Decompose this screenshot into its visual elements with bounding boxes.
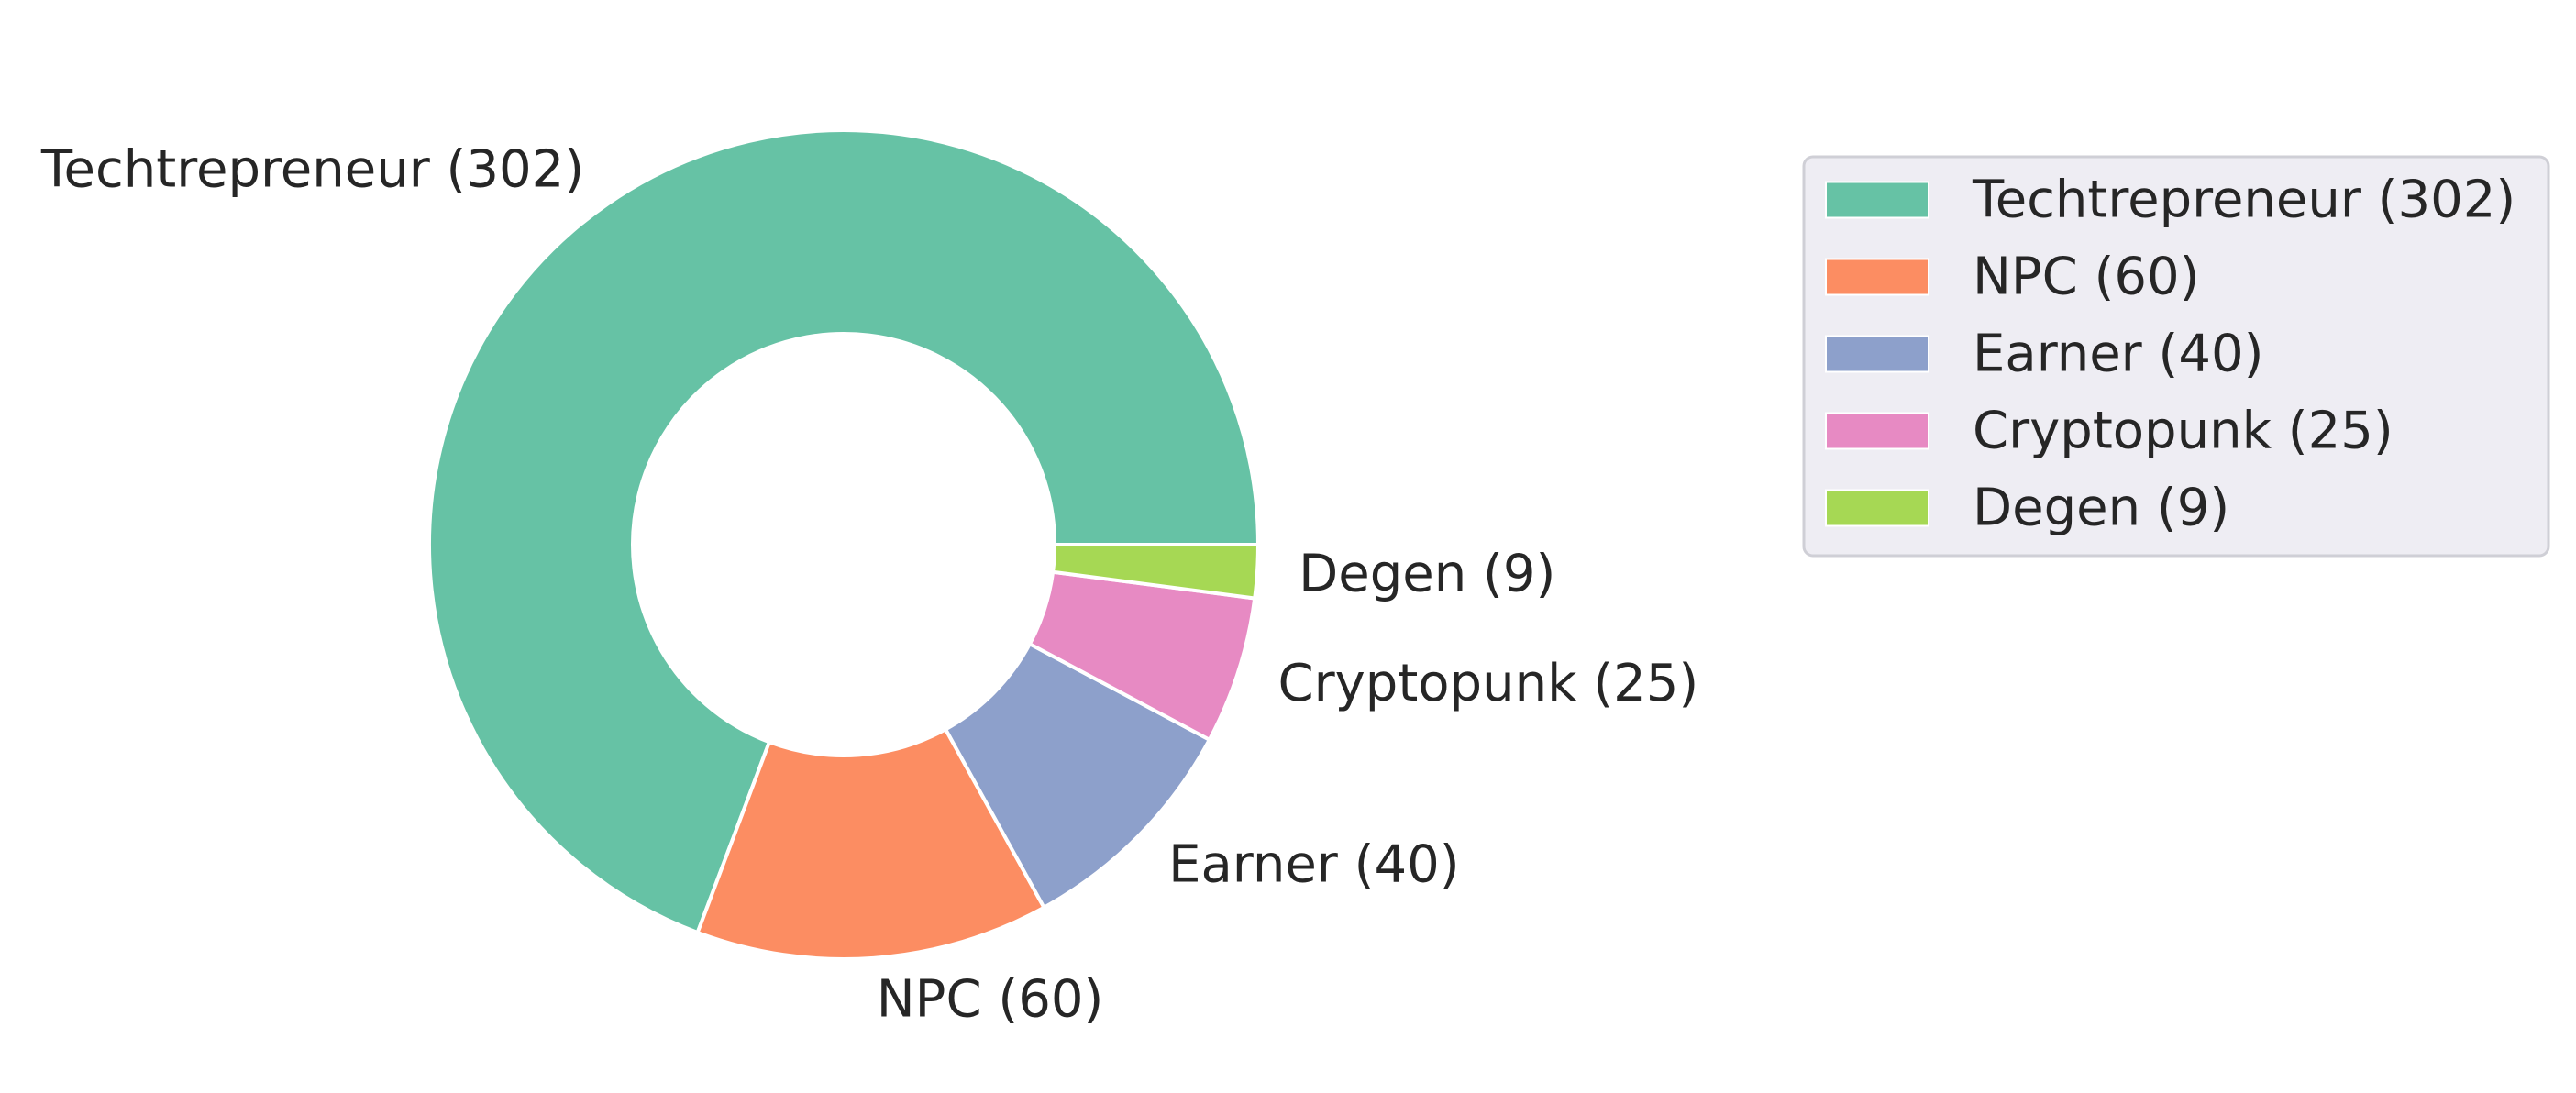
slice-label-earner: Earner (40) bbox=[1168, 835, 1459, 895]
legend-swatch-degen bbox=[1825, 489, 1929, 527]
slice-techtrepreneur bbox=[427, 128, 1260, 934]
slice-label-degen: Degen (9) bbox=[1299, 545, 1555, 604]
legend-swatch-earner bbox=[1825, 335, 1929, 373]
slice-labels: Techtrepreneur (302) NPC (60) Earner (40) C… bbox=[40, 140, 1698, 1030]
legend-items: Techtrepreneur (302) NPC (60) Earner (40) C… bbox=[1825, 171, 2515, 538]
slice-label-npc: NPC (60) bbox=[877, 969, 1104, 1029]
legend-frame bbox=[1802, 155, 2550, 558]
legend-label-cryptopunk: Cryptopunk (25) bbox=[1973, 402, 2394, 461]
donut-slices bbox=[427, 128, 1260, 961]
legend-label-npc: NPC (60) bbox=[1973, 248, 2200, 307]
legend-swatch-techtrepreneur bbox=[1825, 181, 1929, 219]
slice-label-techtrepreneur: Techtrepreneur (302) bbox=[40, 140, 584, 200]
legend-label-degen: Degen (9) bbox=[1973, 479, 2229, 538]
slice-label-cryptopunk: Cryptopunk (25) bbox=[1278, 654, 1699, 713]
chart-legend: Techtrepreneur (302) NPC (60) Earner (40) C… bbox=[1802, 155, 2550, 558]
legend-swatch-cryptopunk bbox=[1825, 412, 1929, 450]
legend-label-techtrepreneur: Techtrepreneur (302) bbox=[1972, 171, 2515, 230]
slice-degen bbox=[1051, 543, 1260, 601]
legend-swatch-npc bbox=[1825, 258, 1929, 296]
legend-label-earner: Earner (40) bbox=[1973, 325, 2263, 384]
slice-npc bbox=[695, 727, 1046, 961]
